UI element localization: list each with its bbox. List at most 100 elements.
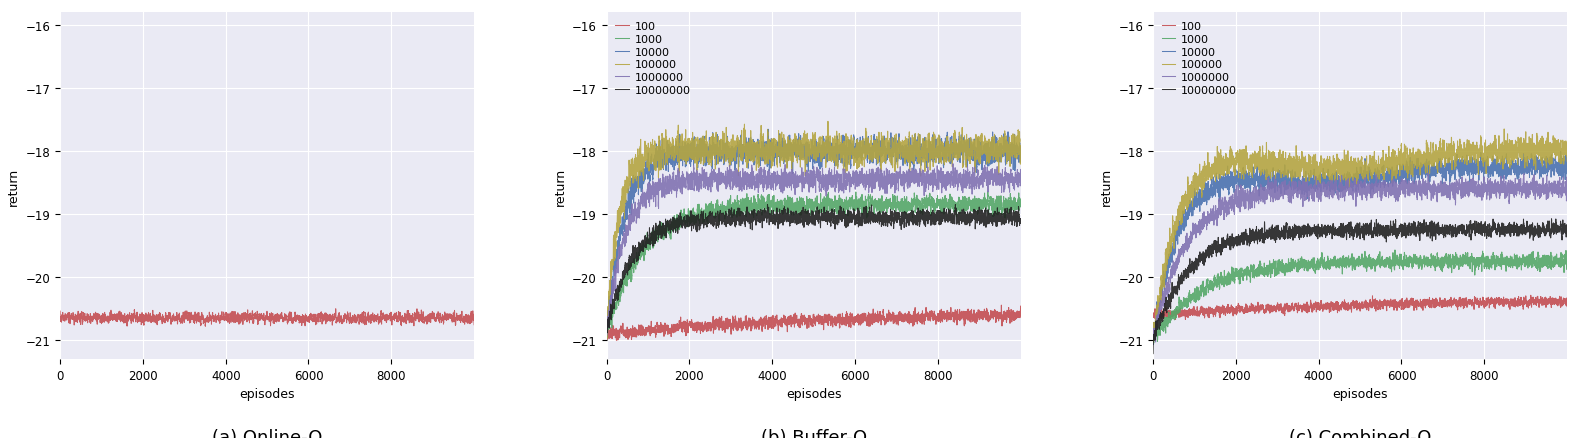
1000 — [1536, 259, 1555, 264]
100000 — [1536, 159, 1555, 164]
1000 — [1144, 333, 1163, 339]
Line: 1000000: 1000000 — [1154, 173, 1568, 342]
1000000 — [622, 207, 641, 212]
10000 — [1168, 235, 1187, 240]
10000 — [759, 127, 778, 133]
100000 — [990, 166, 1009, 172]
100000 — [1011, 144, 1029, 149]
10000 — [622, 207, 641, 212]
10000 — [800, 152, 818, 157]
10000 — [614, 212, 633, 217]
10000 — [990, 145, 1009, 150]
10000000 — [1558, 225, 1574, 230]
10000000 — [759, 202, 778, 208]
100000 — [1495, 127, 1514, 132]
Text: (b) Buffer-Q: (b) Buffer-Q — [760, 428, 867, 438]
Y-axis label: return: return — [6, 167, 20, 205]
Line: 100000: 100000 — [1154, 130, 1568, 344]
100 — [678, 330, 697, 336]
10000 — [1536, 165, 1555, 170]
100000 — [614, 204, 633, 209]
1000 — [600, 320, 619, 325]
100 — [614, 331, 633, 336]
100000 — [818, 120, 837, 125]
1000 — [1225, 276, 1243, 281]
Legend: 100, 1000, 10000, 100000, 1000000, 10000000: 100, 1000, 10000, 100000, 1000000, 10000… — [1158, 19, 1240, 99]
Line: 10000: 10000 — [1154, 152, 1568, 345]
1000 — [979, 190, 998, 195]
1000 — [1011, 201, 1029, 207]
Line: 10000000: 10000000 — [1154, 219, 1568, 354]
X-axis label: episodes: episodes — [1332, 387, 1388, 400]
100 — [988, 316, 1007, 321]
100 — [1144, 311, 1163, 316]
1000 — [598, 335, 617, 340]
1000 — [622, 266, 641, 271]
X-axis label: episodes: episodes — [785, 387, 842, 400]
Text: (c) Combined-Q: (c) Combined-Q — [1289, 428, 1431, 438]
10000000 — [1543, 217, 1561, 222]
10000000 — [1225, 241, 1243, 247]
10000000 — [1144, 351, 1163, 357]
1000000 — [1168, 258, 1187, 263]
100 — [622, 333, 641, 338]
1000000 — [1225, 205, 1243, 210]
100 — [1146, 308, 1165, 313]
100 — [800, 321, 818, 326]
1000000 — [1144, 338, 1163, 343]
1000 — [1558, 259, 1574, 264]
Line: 100: 100 — [606, 305, 1020, 340]
Legend: 100, 1000, 10000, 100000, 1000000, 10000000: 100, 1000, 10000, 100000, 1000000, 10000… — [612, 19, 694, 99]
1000 — [1168, 311, 1187, 317]
Line: 100: 100 — [1154, 296, 1568, 321]
100000 — [1558, 159, 1574, 164]
100 — [1558, 304, 1574, 310]
10000000 — [1160, 304, 1179, 309]
100000 — [800, 140, 818, 145]
10000000 — [1536, 230, 1555, 235]
Line: 1000: 1000 — [606, 192, 1020, 337]
10000000 — [1146, 336, 1165, 341]
1000 — [678, 217, 697, 222]
1000 — [800, 201, 818, 206]
10000 — [1346, 180, 1365, 185]
1000000 — [800, 187, 818, 192]
1000 — [1144, 341, 1163, 346]
1000000 — [990, 180, 1009, 185]
10000 — [597, 332, 615, 337]
1000000 — [598, 333, 617, 338]
100000 — [1225, 156, 1243, 162]
1000000 — [597, 314, 615, 319]
10000000 — [597, 326, 615, 332]
Y-axis label: return: return — [1100, 167, 1113, 205]
100000 — [1168, 207, 1187, 212]
1000 — [597, 325, 615, 331]
1000000 — [1146, 339, 1165, 345]
100 — [1225, 309, 1243, 314]
10000 — [600, 308, 619, 313]
Line: 100000: 100000 — [606, 122, 1020, 339]
100000 — [597, 314, 615, 320]
100 — [1536, 296, 1555, 301]
1000000 — [614, 235, 633, 240]
10000000 — [1011, 218, 1029, 223]
10000 — [1146, 331, 1165, 336]
1000000 — [1346, 185, 1365, 190]
10000000 — [600, 321, 619, 326]
100000 — [622, 163, 641, 169]
1000 — [1385, 248, 1404, 253]
1000 — [990, 203, 1009, 208]
100000 — [1346, 158, 1365, 163]
10000 — [1558, 175, 1574, 180]
100000 — [1146, 332, 1165, 338]
Y-axis label: return: return — [554, 167, 567, 205]
100000 — [1144, 341, 1163, 346]
10000 — [1144, 337, 1163, 342]
10000000 — [678, 214, 697, 219]
1000000 — [1558, 182, 1574, 187]
1000000 — [1011, 167, 1029, 173]
1000000 — [1160, 275, 1179, 280]
100 — [597, 334, 615, 339]
10000 — [1225, 178, 1243, 184]
100000 — [598, 336, 617, 342]
